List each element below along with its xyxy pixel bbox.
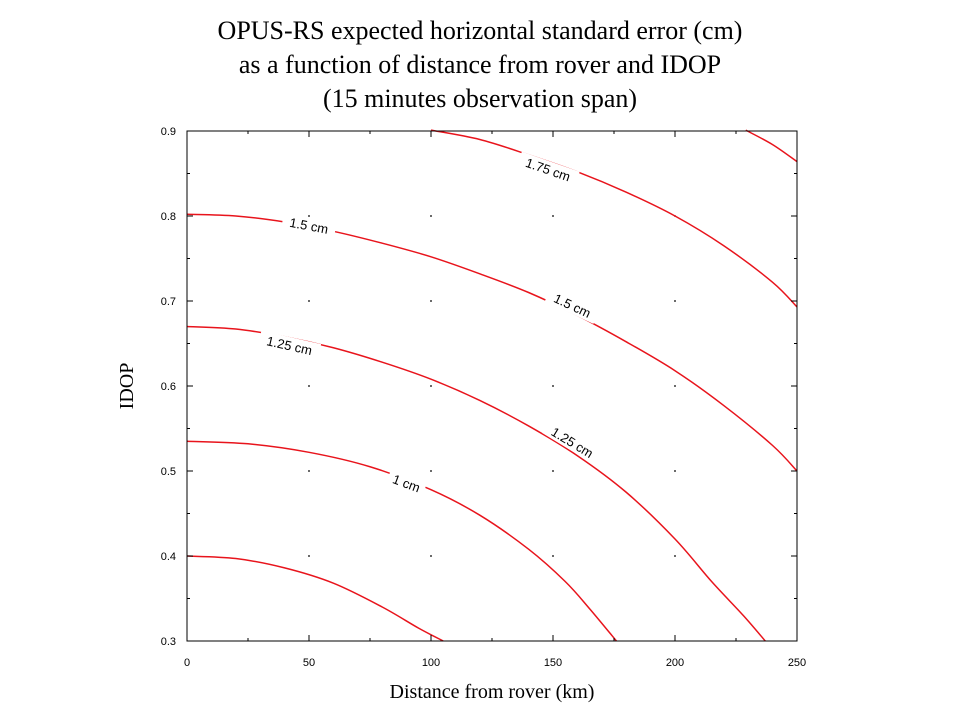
y-tick-label: 0.7 <box>161 296 176 308</box>
contour-label: 1.75 cm <box>524 155 573 184</box>
grid-dot <box>552 470 554 472</box>
grid-dot <box>430 555 432 557</box>
grid-dot <box>552 555 554 557</box>
axis-ticks: 0 50 100 150 200 250 0.3 0.4 0.5 0.6 0.7 0.8 0.9 <box>161 126 806 669</box>
contour-label-group: 1.5 cm <box>281 212 337 239</box>
x-tick-label: 200 <box>666 657 684 669</box>
contour-label: 1.5 cm <box>551 291 593 321</box>
grid-dots <box>308 215 676 557</box>
grid-dot <box>674 385 676 387</box>
y-tick-label: 0.3 <box>161 636 176 648</box>
x-axis-title: Distance from rover (km) <box>390 681 595 703</box>
contour-label-group: 1.75 cm <box>516 151 580 187</box>
grid-dot <box>552 385 554 387</box>
grid-dot <box>674 555 676 557</box>
grid-dot <box>430 385 432 387</box>
grid-dot <box>430 215 432 217</box>
grid-dot <box>308 470 310 472</box>
x-tick-label: 100 <box>422 657 440 669</box>
contour-label-background <box>385 468 428 498</box>
y-tick-label: 0.6 <box>161 381 176 393</box>
grid-dot <box>308 385 310 387</box>
title-line-3: (15 minutes observation span) <box>322 84 638 113</box>
grid-dot <box>430 470 432 472</box>
x-tick-label: 250 <box>788 657 806 669</box>
x-tick-label: 50 <box>303 657 315 669</box>
contour-line-0 <box>186 555 444 642</box>
grid-dot <box>430 300 432 302</box>
y-tick-label: 0.9 <box>161 126 176 138</box>
grid-dot <box>552 215 554 217</box>
x-tick-label: 150 <box>544 657 562 669</box>
contour-label-group: 1.5 cm <box>544 286 601 324</box>
grid-dot <box>674 470 676 472</box>
contour-label: 1.5 cm <box>288 215 329 237</box>
chart-title: OPUS-RS expected horizontal standard err… <box>0 14 960 116</box>
x-tick-label: 0 <box>184 657 190 669</box>
contour-lines <box>186 129 798 642</box>
contour-label-group: 1 cm <box>385 468 428 498</box>
y-tick-label: 0.4 <box>161 551 176 563</box>
contour-label-background <box>544 286 601 324</box>
contour-label-background <box>516 151 580 187</box>
title-line-2: as a function of distance from rover and… <box>238 50 722 79</box>
grid-dot <box>308 215 310 217</box>
contour-line-4 <box>430 129 798 308</box>
title-line-1: OPUS-RS expected horizontal standard err… <box>217 16 743 45</box>
contour-label: 1 cm <box>391 471 423 495</box>
grid-dot <box>308 555 310 557</box>
plot-frame <box>186 130 798 642</box>
contour-labels: 1 cm 1.25 cm 1.25 cm 1.5 cm 1.5 cm 1.75 cm <box>257 151 603 498</box>
y-tick-label: 0.5 <box>161 466 176 478</box>
contour-label-group: 1.25 cm <box>542 419 603 465</box>
contour-line-1 <box>186 440 618 642</box>
contour-label: 1.25 cm <box>265 333 313 358</box>
y-axis-title: IDOP <box>116 363 138 410</box>
contour-label-background <box>542 419 603 465</box>
grid-dot <box>308 300 310 302</box>
contour-label-group: 1.25 cm <box>257 330 322 360</box>
contour-label-background <box>257 330 322 360</box>
y-tick-label: 0.8 <box>161 211 176 223</box>
grid-dot <box>674 300 676 302</box>
contour-line-5 <box>745 129 798 163</box>
contour-label-background <box>281 212 337 239</box>
